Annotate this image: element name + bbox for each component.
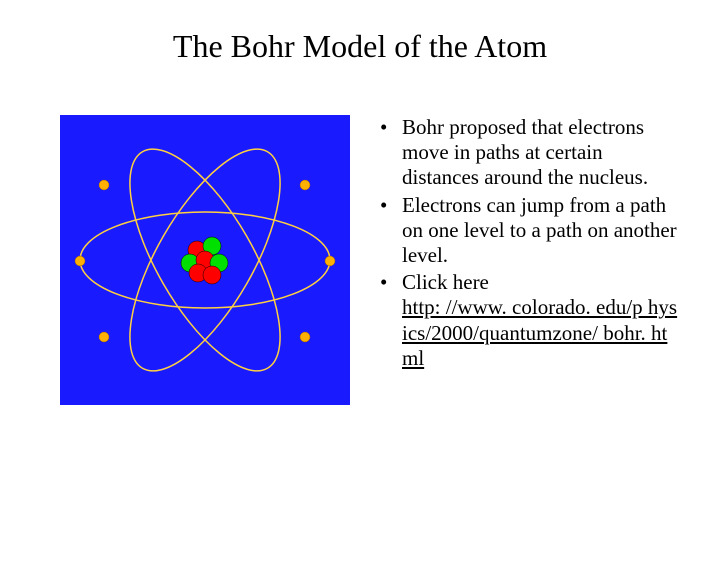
- bullet-text: Click here: [402, 270, 489, 294]
- content-row: Bohr proposed that electrons move in pat…: [0, 115, 720, 405]
- bullet-item: Click here http: //www. colorado. edu/p …: [380, 270, 680, 371]
- bullet-list: Bohr proposed that electrons move in pat…: [350, 115, 680, 405]
- bullet-item: Bohr proposed that electrons move in pat…: [380, 115, 680, 191]
- bullet-item: Electrons can jump from a path on one le…: [380, 193, 680, 269]
- reference-link[interactable]: http: //www. colorado. edu/p hysics/2000…: [402, 295, 677, 369]
- page-title: The Bohr Model of the Atom: [0, 28, 720, 65]
- diagram-container: [60, 115, 350, 405]
- atom-svg: [60, 115, 350, 405]
- atom-diagram: [60, 115, 350, 405]
